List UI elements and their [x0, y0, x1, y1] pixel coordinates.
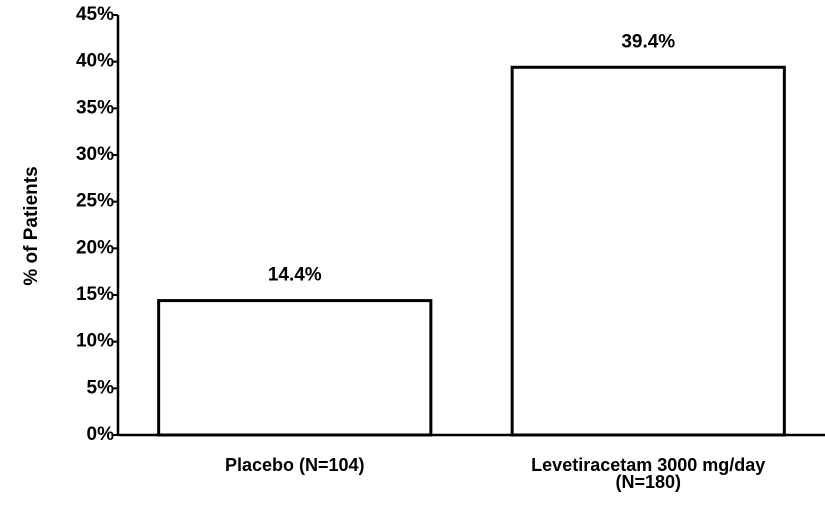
y-tick-label: 45% [76, 4, 114, 25]
bar [510, 65, 786, 437]
value-label: 39.4% [621, 31, 675, 52]
x-tick-label: Levetiracetam 3000 mg/day (N=180) [531, 455, 766, 492]
bar [157, 299, 433, 437]
y-tick-label: 0% [87, 424, 115, 445]
value-label: 14.4% [268, 265, 322, 286]
y-tick-label: 5% [87, 377, 115, 398]
y-tick-label: 30% [76, 144, 114, 165]
y-tick-label: 15% [76, 284, 114, 305]
y-tick-label: 25% [76, 191, 114, 212]
y-tick-label: 10% [76, 331, 114, 352]
y-axis-label: % of Patients [21, 166, 42, 285]
x-tick-label: Placebo (N=104) [224, 455, 365, 475]
y-tick-label: 20% [76, 237, 114, 258]
y-tick-label: 35% [76, 97, 114, 118]
y-tick-label: 40% [76, 51, 114, 72]
